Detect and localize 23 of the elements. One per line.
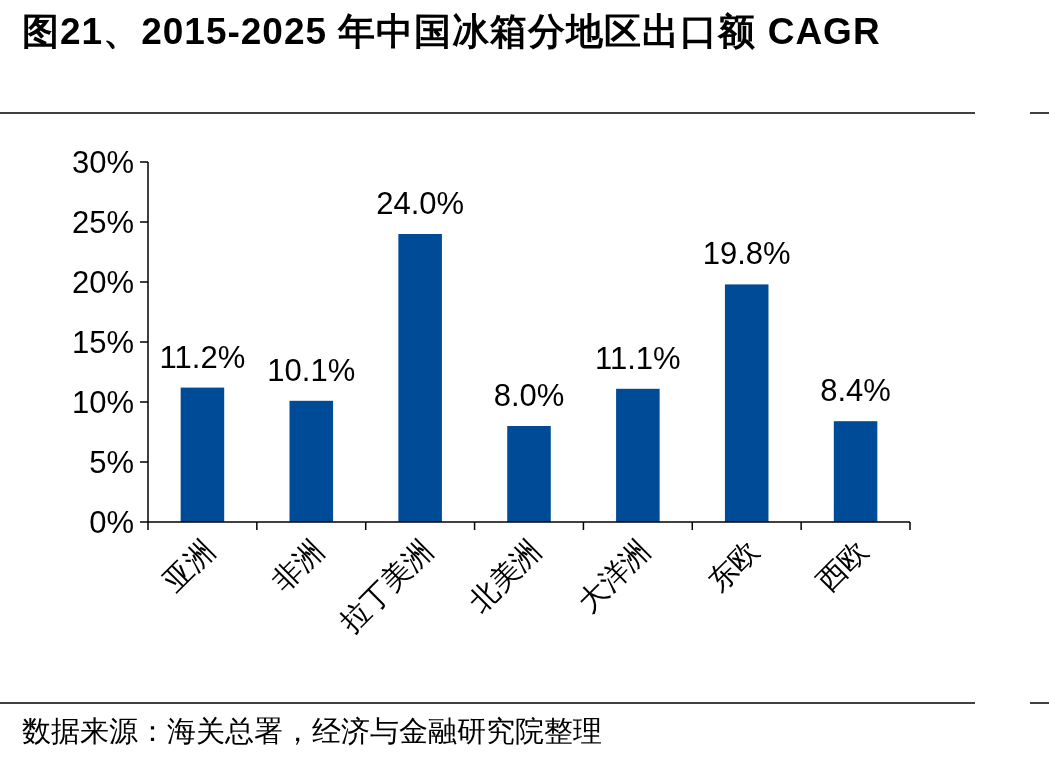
- y-tick-label: 10%: [71, 385, 134, 420]
- y-tick-label: 15%: [71, 325, 134, 360]
- x-tick-label: 东欧: [701, 533, 765, 598]
- title: 图21、2015-2025 年中国冰箱分地区出口额 CAGR: [22, 10, 882, 54]
- y-tick-label: 25%: [71, 205, 134, 240]
- x-tick-label: 拉丁美洲: [333, 533, 439, 639]
- y-tick-label: 20%: [71, 265, 134, 300]
- x-tick-label: 西欧: [810, 533, 874, 598]
- x-tick-label: 亚洲: [157, 533, 221, 598]
- data-label: 8.4%: [820, 373, 891, 409]
- y-tick-label: 0%: [89, 505, 134, 540]
- data-label: 10.1%: [267, 352, 356, 388]
- data-label: 24.0%: [376, 186, 465, 221]
- data-label: 8.0%: [493, 378, 565, 413]
- y-tick-label: 5%: [89, 445, 134, 480]
- data-label: 11.2%: [159, 339, 246, 375]
- data-label: 11.1%: [595, 340, 681, 376]
- annotation: 数据来源：海关总署，经济与金融研究院整理: [22, 714, 602, 749]
- x-tick-label: 大洋洲: [571, 533, 657, 618]
- y-tick-label: 30%: [71, 145, 134, 180]
- x-tick-label: 北美洲: [463, 533, 548, 618]
- x-tick-label: 非洲: [265, 533, 330, 598]
- data-label: 19.8%: [702, 236, 791, 272]
